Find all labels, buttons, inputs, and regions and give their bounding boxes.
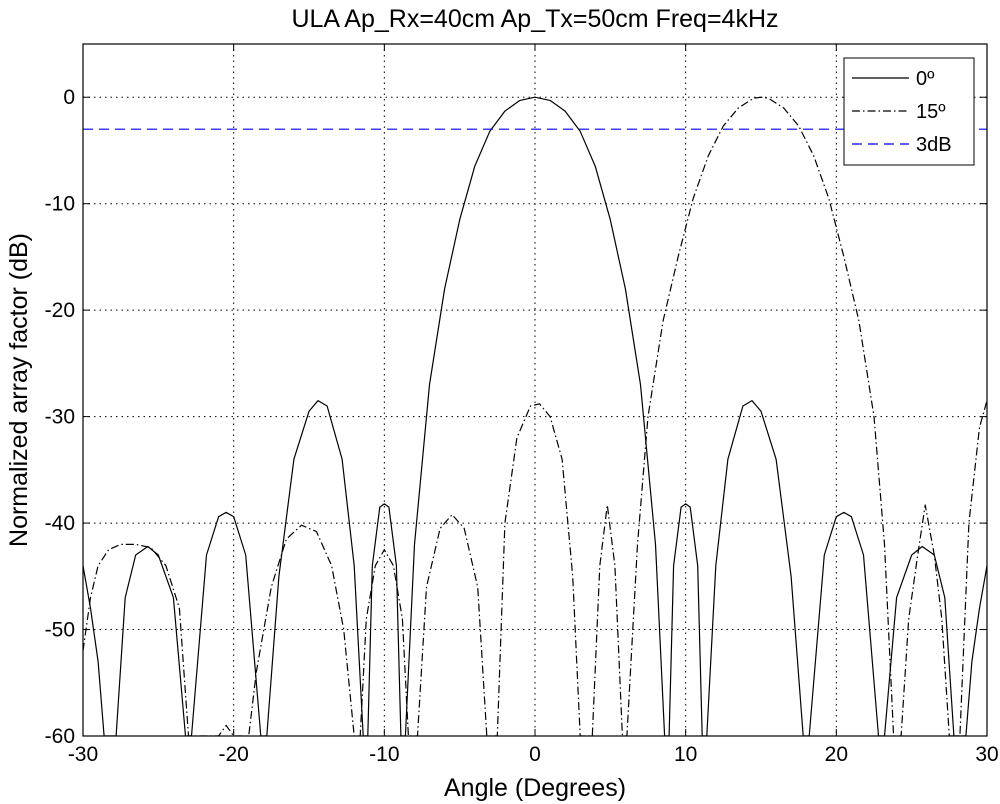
legend-label-2: 3dB: [916, 134, 952, 156]
axes-background: [83, 44, 987, 736]
x-tick-label: 10: [674, 743, 697, 766]
series-group: [83, 96, 987, 736]
x-tick-label: 30: [975, 743, 998, 766]
y-tick-label: -20: [45, 299, 75, 322]
y-tick-label: 0: [63, 86, 75, 109]
chart-title: ULA Ap_Rx=40cm Ap_Tx=50cm Freq=4kHz: [291, 5, 778, 33]
y-axis-label: Normalized array factor (dB): [5, 233, 33, 547]
series-line-0: [83, 96, 987, 736]
y-tick-label: -50: [45, 619, 75, 642]
plot-area: -30 -20 -10 0 10 20 30 -60 -50 -40 -30 -20 -10 0: [45, 43, 999, 766]
x-tick-label: 0: [529, 743, 541, 766]
legend: 0º 15º 3dB: [843, 57, 975, 166]
y-tick-label: -30: [45, 406, 75, 429]
x-tick-label: -30: [68, 743, 98, 766]
x-tick-label: 20: [825, 743, 848, 766]
y-tick-label: -60: [45, 725, 75, 748]
tick-group: -30 -20 -10 0 10 20 30 -60 -50 -40 -30 -20 -10 0: [45, 44, 999, 766]
legend-label-1: 15º: [916, 101, 946, 123]
y-tick-label: -10: [45, 193, 75, 216]
x-axis-label: Angle (Degrees): [444, 774, 626, 802]
legend-label-0: 0º: [916, 68, 935, 90]
x-tick-label: -20: [218, 743, 248, 766]
y-tick-label: -40: [45, 512, 75, 535]
series-line-1: [83, 96, 987, 736]
x-tick-label: -10: [369, 743, 399, 766]
legend-box: [843, 57, 975, 166]
